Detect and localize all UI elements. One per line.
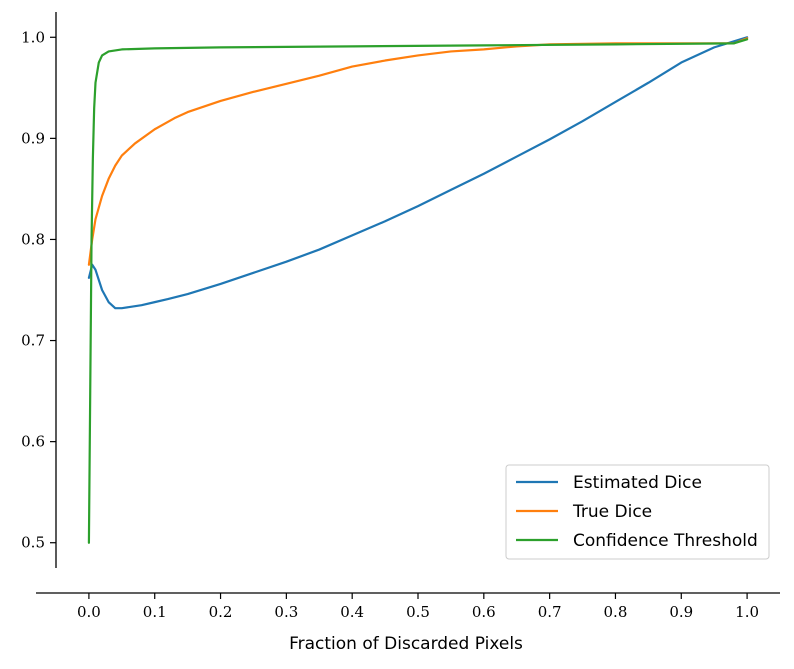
x-tick-label: 0.0 bbox=[77, 603, 101, 621]
axes-layer: 0.5 0.6 0.7 0.8 0.9 1.0 0.0 0.1 0.2 0.3 0.4 0.5 0.6 0… bbox=[21, 12, 780, 621]
series-layer bbox=[87, 36, 749, 544]
legend-label: Estimated Dice bbox=[573, 473, 702, 493]
x-tick-label: 0.3 bbox=[274, 603, 298, 621]
legend-label: Confidence Threshold bbox=[573, 531, 758, 551]
y-tick-label: 1.0 bbox=[21, 28, 45, 46]
x-tick-label: 0.8 bbox=[604, 603, 628, 621]
x-tick-label: 0.4 bbox=[340, 603, 364, 621]
y-tick-label: 0.9 bbox=[21, 129, 45, 147]
x-axis-label: Fraction of Discarded Pixels bbox=[289, 634, 523, 654]
y-tick-label: 0.7 bbox=[21, 332, 45, 350]
y-tick-label: 0.8 bbox=[21, 230, 45, 248]
legend: Estimated Dice True Dice Confidence Thresh… bbox=[505, 464, 770, 560]
x-tick-label: 1.0 bbox=[735, 603, 759, 621]
y-tick-label: 0.5 bbox=[21, 534, 45, 552]
x-tick-label: 0.1 bbox=[143, 603, 167, 621]
legend-box bbox=[505, 464, 770, 560]
x-tick-label: 0.5 bbox=[406, 603, 430, 621]
legend-label: True Dice bbox=[572, 502, 652, 522]
x-tick-label: 0.6 bbox=[472, 603, 496, 621]
series-line-true-dice bbox=[87, 37, 749, 266]
y-tick-label: 0.6 bbox=[21, 433, 45, 451]
series-line-estimated-dice bbox=[87, 36, 749, 310]
x-tick-label: 0.2 bbox=[209, 603, 233, 621]
x-tick-label: 0.7 bbox=[538, 603, 562, 621]
x-tick-label: 0.9 bbox=[669, 603, 693, 621]
series-line-confidence-threshold bbox=[87, 38, 749, 544]
